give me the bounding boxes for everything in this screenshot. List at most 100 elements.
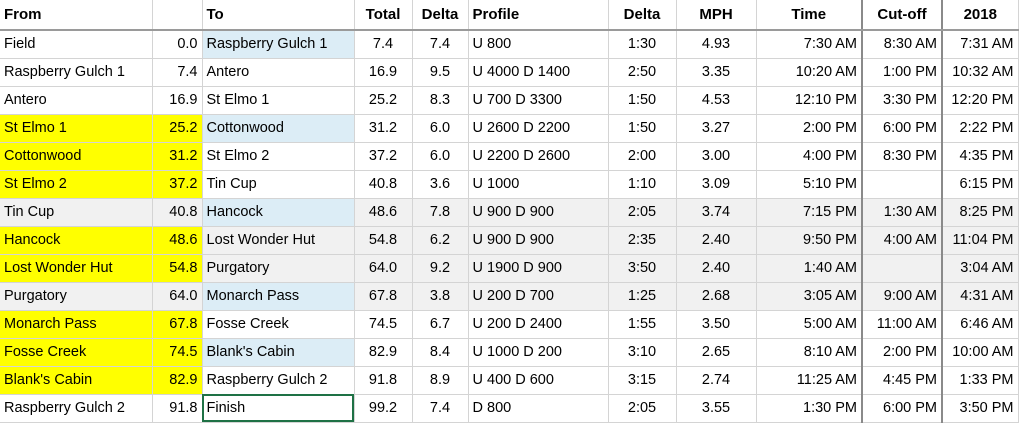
cell-profile[interactable]: U 4000 D 1400	[468, 58, 609, 87]
cell-mph[interactable]: 4.53	[676, 86, 757, 115]
cell-cutoff[interactable]: 1:30 AM	[861, 198, 943, 227]
cell-delta-time[interactable]: 3:50	[608, 254, 677, 283]
cell-total[interactable]: 25.2	[354, 86, 413, 115]
cell-total[interactable]: 91.8	[354, 366, 413, 395]
cell-total[interactable]: 48.6	[354, 198, 413, 227]
cell-profile[interactable]: U 800	[468, 30, 609, 59]
cell-to[interactable]: Purgatory	[202, 254, 355, 283]
cell-mph[interactable]: 3.55	[676, 394, 757, 423]
cell-from[interactable]: Antero	[0, 86, 153, 115]
header-total[interactable]: Total	[354, 0, 413, 31]
cell-mph[interactable]: 4.93	[676, 30, 757, 59]
cell-cutoff[interactable]: 8:30 PM	[861, 142, 943, 171]
cell-total[interactable]: 99.2	[354, 394, 413, 423]
header-delta-time[interactable]: Delta	[608, 0, 677, 31]
cell-profile[interactable]: U 1000 D 200	[468, 338, 609, 367]
header-delta[interactable]: Delta	[412, 0, 469, 31]
cell-profile[interactable]: U 200 D 2400	[468, 310, 609, 339]
cell-cutoff[interactable]: 9:00 AM	[861, 282, 943, 311]
cell-time[interactable]: 8:10 AM	[756, 338, 863, 367]
cell-to[interactable]: Fosse Creek	[202, 310, 355, 339]
cell-from[interactable]: St Elmo 2	[0, 170, 153, 199]
cell-time[interactable]: 10:20 AM	[756, 58, 863, 87]
cell-delta[interactable]: 8.3	[412, 86, 469, 115]
cell-2018[interactable]: 8:25 PM	[941, 198, 1019, 227]
cell-2018[interactable]: 4:31 AM	[941, 282, 1019, 311]
cell-mph[interactable]: 2.68	[676, 282, 757, 311]
cell-from-mile[interactable]: 91.8	[152, 394, 203, 423]
cell-delta-time[interactable]: 2:05	[608, 198, 677, 227]
cell-profile[interactable]: D 800	[468, 394, 609, 423]
cell-delta-time[interactable]: 2:35	[608, 226, 677, 255]
cell-2018[interactable]: 6:15 PM	[941, 170, 1019, 199]
cell-delta-time[interactable]: 1:55	[608, 310, 677, 339]
cell-total[interactable]: 74.5	[354, 310, 413, 339]
cell-2018[interactable]: 11:04 PM	[941, 226, 1019, 255]
header-from-mile[interactable]	[152, 0, 203, 31]
cell-time[interactable]: 4:00 PM	[756, 142, 863, 171]
cell-from-mile[interactable]: 48.6	[152, 226, 203, 255]
cell-delta-time[interactable]: 2:00	[608, 142, 677, 171]
header-time[interactable]: Time	[756, 0, 863, 31]
header-mph[interactable]: MPH	[676, 0, 757, 31]
cell-2018[interactable]: 7:31 AM	[941, 30, 1019, 59]
cell-to[interactable]: St Elmo 1	[202, 86, 355, 115]
cell-to[interactable]: Antero	[202, 58, 355, 87]
cell-cutoff[interactable]	[861, 170, 943, 199]
cell-to[interactable]: Cottonwood	[202, 114, 355, 143]
cell-total[interactable]: 40.8	[354, 170, 413, 199]
cell-from[interactable]: Lost Wonder Hut	[0, 254, 153, 283]
cell-from[interactable]: Blank's Cabin	[0, 366, 153, 395]
cell-mph[interactable]: 3.00	[676, 142, 757, 171]
cell-total[interactable]: 31.2	[354, 114, 413, 143]
cell-total[interactable]: 37.2	[354, 142, 413, 171]
cell-profile[interactable]: U 200 D 700	[468, 282, 609, 311]
cell-from-mile[interactable]: 82.9	[152, 366, 203, 395]
cell-from[interactable]: Cottonwood	[0, 142, 153, 171]
cell-from-mile[interactable]: 64.0	[152, 282, 203, 311]
cell-delta[interactable]: 9.5	[412, 58, 469, 87]
cell-total[interactable]: 67.8	[354, 282, 413, 311]
cell-delta-time[interactable]: 1:50	[608, 86, 677, 115]
cell-to[interactable]: Monarch Pass	[202, 282, 355, 311]
cell-from-mile[interactable]: 31.2	[152, 142, 203, 171]
cell-to[interactable]: Lost Wonder Hut	[202, 226, 355, 255]
cell-delta[interactable]: 9.2	[412, 254, 469, 283]
cell-cutoff[interactable]: 4:45 PM	[861, 366, 943, 395]
cell-time[interactable]: 1:40 AM	[756, 254, 863, 283]
cell-delta-time[interactable]: 1:25	[608, 282, 677, 311]
cell-delta[interactable]: 6.2	[412, 226, 469, 255]
cell-profile[interactable]: U 2200 D 2600	[468, 142, 609, 171]
cell-cutoff[interactable]	[861, 254, 943, 283]
cell-2018[interactable]: 6:46 AM	[941, 310, 1019, 339]
cell-delta[interactable]: 3.8	[412, 282, 469, 311]
cell-cutoff[interactable]: 8:30 AM	[861, 30, 943, 59]
cell-total[interactable]: 82.9	[354, 338, 413, 367]
cell-mph[interactable]: 3.27	[676, 114, 757, 143]
cell-time[interactable]: 3:05 AM	[756, 282, 863, 311]
cell-delta-time[interactable]: 3:10	[608, 338, 677, 367]
header-profile[interactable]: Profile	[468, 0, 609, 31]
cell-cutoff[interactable]: 2:00 PM	[861, 338, 943, 367]
cell-delta[interactable]: 7.4	[412, 30, 469, 59]
cell-from[interactable]: Raspberry Gulch 1	[0, 58, 153, 87]
cell-delta[interactable]: 7.4	[412, 394, 469, 423]
cell-delta-time[interactable]: 1:10	[608, 170, 677, 199]
cell-profile[interactable]: U 1900 D 900	[468, 254, 609, 283]
cell-2018[interactable]: 1:33 PM	[941, 366, 1019, 395]
cell-time[interactable]: 7:15 PM	[756, 198, 863, 227]
cell-from-mile[interactable]: 0.0	[152, 30, 203, 59]
cell-time[interactable]: 7:30 AM	[756, 30, 863, 59]
cell-mph[interactable]: 2.74	[676, 366, 757, 395]
cell-delta[interactable]: 8.9	[412, 366, 469, 395]
cell-from-mile[interactable]: 16.9	[152, 86, 203, 115]
cell-from[interactable]: Purgatory	[0, 282, 153, 311]
cell-delta-time[interactable]: 1:30	[608, 30, 677, 59]
cell-mph[interactable]: 3.09	[676, 170, 757, 199]
cell-delta[interactable]: 6.7	[412, 310, 469, 339]
cell-2018[interactable]: 10:32 AM	[941, 58, 1019, 87]
cell-profile[interactable]: U 900 D 900	[468, 198, 609, 227]
cell-2018[interactable]: 3:50 PM	[941, 394, 1019, 423]
cell-time[interactable]: 5:00 AM	[756, 310, 863, 339]
cell-from[interactable]: Tin Cup	[0, 198, 153, 227]
